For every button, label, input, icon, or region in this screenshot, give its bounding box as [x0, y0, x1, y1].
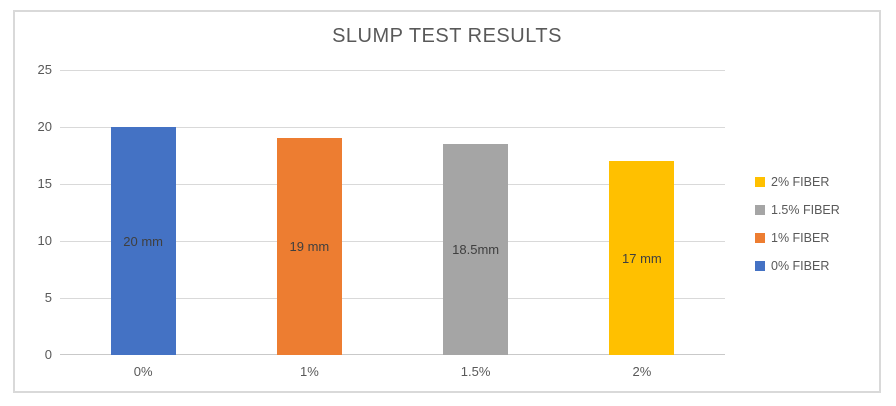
x-tick-label-1.5%: 1.5%: [460, 364, 491, 379]
legend-label: 0% FIBER: [771, 259, 830, 273]
gridline-y-15: [60, 183, 725, 185]
plot-area: 20 mm 19 mm 18.5mm 17 mm: [60, 69, 725, 355]
x-tick-label-2%: 2%: [632, 364, 652, 379]
chart-title: SLUMP TEST RESULTS: [332, 25, 562, 47]
bar-data-label: 17 mm: [622, 250, 662, 266]
legend-label: 1.5% FIBER: [771, 203, 840, 217]
legend-item-2-fiber: 2% FIBER: [755, 168, 840, 196]
y-tick-label: 20: [37, 119, 52, 134]
bar-data-label: 18.5mm: [452, 242, 500, 258]
y-tick-label: 15: [37, 176, 52, 191]
y-tick-label: 5: [44, 290, 52, 305]
y-tick-label: 10: [37, 233, 52, 248]
legend-swatch-icon: [755, 177, 765, 187]
legend-item-0-fiber: 0% FIBER: [755, 252, 840, 280]
y-tick-label: 25: [37, 62, 52, 77]
gridline-y-5: [60, 297, 725, 299]
x-tick-label-0%: 0%: [133, 364, 153, 379]
bar-1%: 19 mm: [276, 138, 342, 355]
bar-1.5%: 18.5mm: [443, 144, 509, 355]
x-axis-line: [60, 354, 725, 355]
gridline-y-20: [60, 126, 725, 128]
gridline-y-25: [60, 69, 725, 71]
legend-item-1.5-fiber: 1.5% FIBER: [755, 196, 840, 224]
chart-legend: 2% FIBER 1.5% FIBER 1% FIBER 0% FIBER: [755, 168, 840, 280]
chart-border-box: SLUMP TEST RESULTS 20 mm 19 mm 18.5mm 17 mm…: [13, 10, 881, 393]
x-tick-label-1%: 1%: [299, 364, 319, 379]
legend-swatch-icon: [755, 261, 765, 271]
bar-2%: 17 mm: [609, 161, 675, 355]
legend-swatch-icon: [755, 205, 765, 215]
bar-data-label: 19 mm: [289, 239, 330, 255]
bar-0%: 20 mm: [110, 127, 176, 355]
legend-swatch-icon: [755, 233, 765, 243]
legend-item-1-fiber: 1% FIBER: [755, 224, 840, 252]
y-tick-label: 0: [44, 347, 52, 362]
bar-data-label: 20 mm: [123, 233, 163, 249]
gridline-y-10: [60, 240, 725, 242]
legend-label: 2% FIBER: [771, 175, 830, 189]
legend-label: 1% FIBER: [771, 231, 830, 245]
